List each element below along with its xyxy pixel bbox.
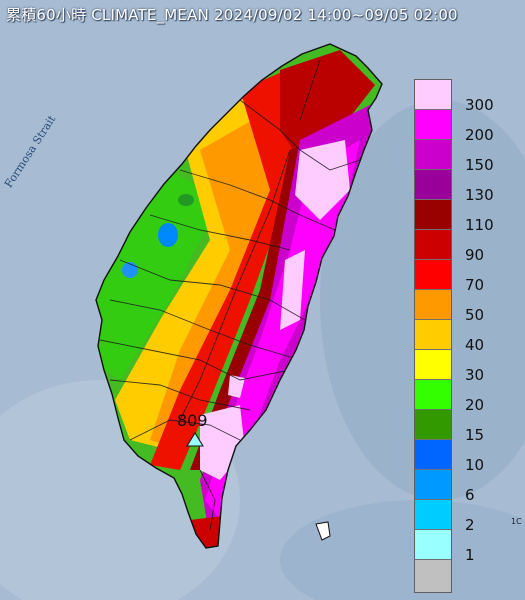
- legend-swatch: [415, 260, 451, 290]
- legend-swatch: [415, 380, 451, 410]
- legend-swatch: [415, 320, 451, 350]
- max-station-value: 809: [177, 411, 208, 430]
- legend-label: 2: [465, 516, 475, 534]
- legend-label: 6: [465, 486, 475, 504]
- legend-label: 110: [465, 216, 494, 234]
- color-legend: [414, 79, 452, 593]
- legend-label: 200: [465, 126, 494, 144]
- coastline: [95, 43, 383, 549]
- legend-swatch: [415, 230, 451, 260]
- max-station-marker: [186, 432, 204, 447]
- legend-swatch: [415, 350, 451, 380]
- legend-label: 15: [465, 426, 485, 444]
- corner-mark: 1C: [511, 517, 522, 526]
- legend-swatch: [415, 200, 451, 230]
- legend-swatch: [415, 500, 451, 530]
- sea-shade: [280, 500, 525, 600]
- map-title: 累積60小時 CLIMATE_MEAN 2024/09/02 14:00~09/…: [6, 6, 458, 24]
- legend-swatch: [415, 410, 451, 440]
- legend-swatch: [415, 440, 451, 470]
- legend-label: 90: [465, 246, 485, 264]
- legend-label: 10: [465, 456, 485, 474]
- legend-swatch: [415, 80, 451, 110]
- legend-swatch: [415, 470, 451, 500]
- legend-swatch: [415, 530, 451, 560]
- legend-label: 70: [465, 276, 485, 294]
- legend-label: 300: [465, 96, 494, 114]
- legend-swatch: [415, 170, 451, 200]
- green-island: [315, 521, 331, 541]
- legend-swatch: [415, 560, 451, 592]
- legend-swatch: [415, 110, 451, 140]
- legend-label: 20: [465, 396, 485, 414]
- legend-label: 150: [465, 156, 494, 174]
- legend-label: 130: [465, 186, 494, 204]
- legend-label: 50: [465, 306, 485, 324]
- legend-swatch: [415, 140, 451, 170]
- legend-label: 40: [465, 336, 485, 354]
- legend-label: 1: [465, 546, 475, 564]
- legend-swatch: [415, 290, 451, 320]
- legend-label: 30: [465, 366, 485, 384]
